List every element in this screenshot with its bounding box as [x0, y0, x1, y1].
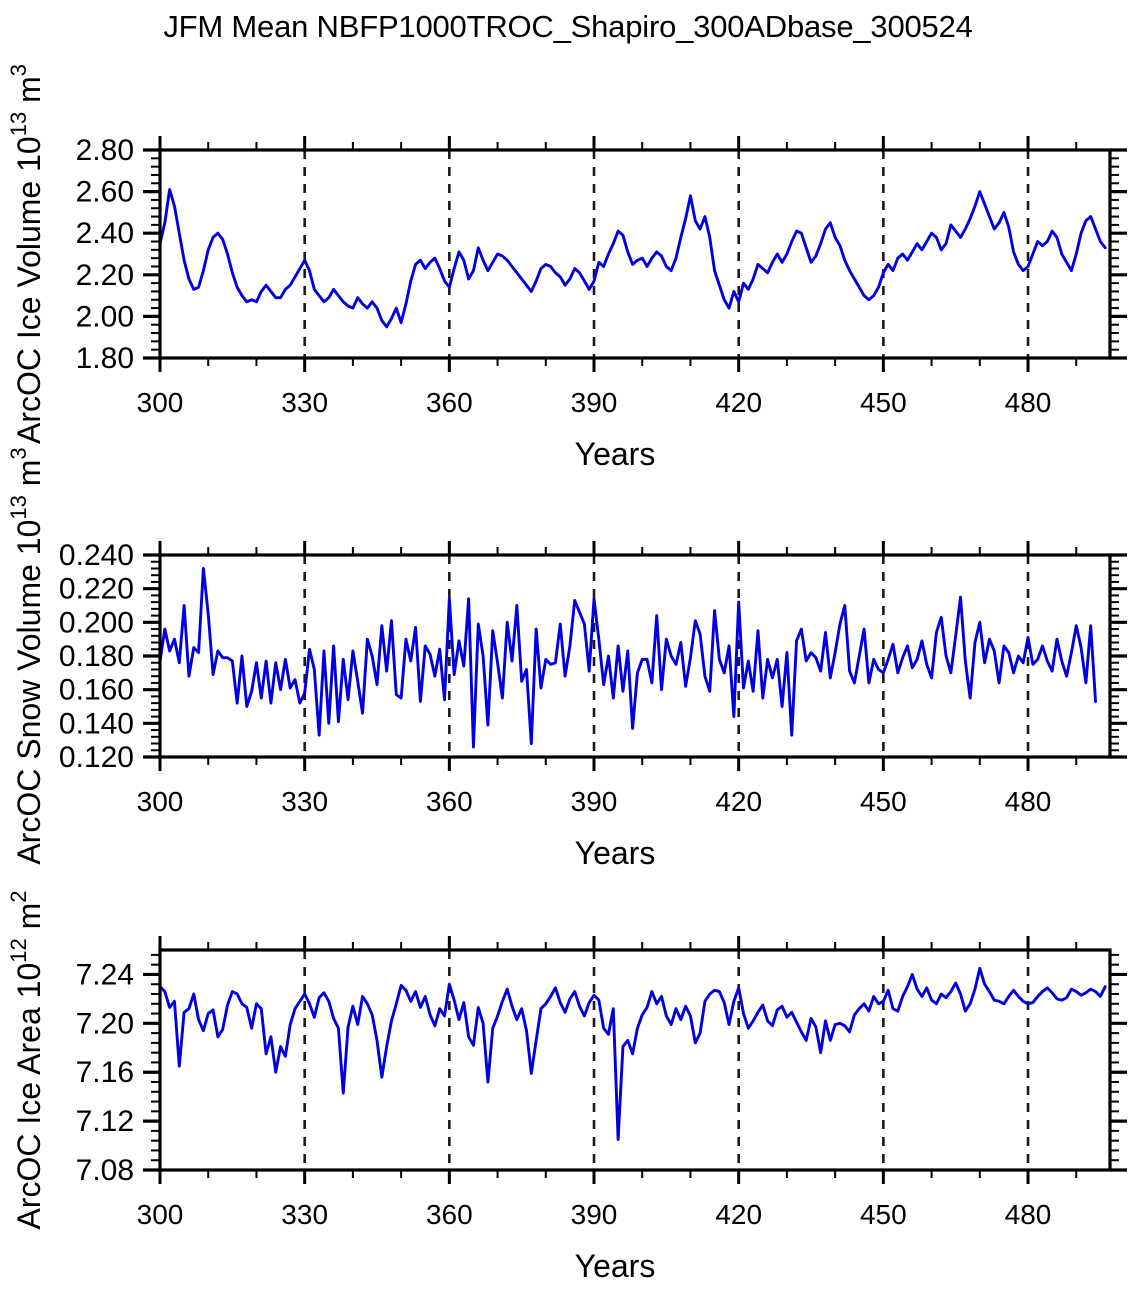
ytick-label: 2.20 — [76, 259, 134, 292]
xtick-label: 450 — [860, 1199, 907, 1230]
xtick-label: 390 — [571, 1199, 618, 1230]
xtick-label: 330 — [281, 786, 328, 817]
panel-ice-volume: 300 330 360 390 420 450 480 Years 2.80 2.60 2.40 2.… — [6, 64, 1127, 472]
xaxis-title: Years — [575, 436, 656, 472]
ytick-label: 0.180 — [59, 640, 134, 673]
xtick-label: 480 — [1005, 786, 1052, 817]
ytick-label: 0.240 — [59, 539, 134, 572]
xtick-label: 450 — [860, 786, 907, 817]
plot-frame — [158, 148, 1112, 360]
xaxis-title: Years — [575, 835, 656, 871]
xtick-label: 390 — [571, 786, 618, 817]
ytick-label: 7.16 — [76, 1056, 134, 1089]
svg-text:ArcOC Snow Volume 1013 m3: ArcOC Snow Volume 1013 m3 — [6, 447, 47, 864]
xtick-label: 360 — [426, 1199, 473, 1230]
plot-frame — [158, 553, 1112, 759]
xtick-label: 300 — [137, 1199, 184, 1230]
yaxis-title: ArcOC Ice Volume 1013 m3 — [6, 64, 47, 444]
xtick-label: 300 — [137, 387, 184, 418]
ytick-label: 7.08 — [76, 1154, 134, 1187]
xtick-label: 480 — [1005, 1199, 1052, 1230]
ytick-label: 2.60 — [76, 176, 134, 209]
data-series-ice-volume — [158, 188, 1107, 329]
panel-ice-area: 300 330 360 390 420 450 480 Years 7.24 7.20 7.16 7.… — [6, 890, 1127, 1284]
plot-frame — [158, 948, 1112, 1172]
xtick-label: 420 — [715, 786, 762, 817]
xtick-label: 390 — [571, 387, 618, 418]
ytick-label: 2.40 — [76, 217, 134, 250]
ytick-label: 7.20 — [76, 1007, 134, 1040]
panel-snow-volume: 300 330 360 390 420 450 480 Years 0.2400.2200.20… — [6, 447, 1127, 871]
xtick-label: 300 — [137, 786, 184, 817]
data-series-snow-volume — [158, 567, 1097, 749]
yaxis-title: ArcOC Ice Area 1012 m2 — [6, 890, 47, 1229]
xtick-label: 330 — [281, 387, 328, 418]
ytick-label: 7.12 — [76, 1105, 134, 1138]
xtick-label: 450 — [860, 387, 907, 418]
xtick-label: 360 — [426, 387, 473, 418]
ytick-label: 2.80 — [76, 134, 134, 167]
svg-text:ArcOC Ice Volume 1013 m3: ArcOC Ice Volume 1013 m3 — [6, 64, 47, 444]
ytick-label: 0.160 — [59, 674, 134, 707]
ytick-label: 1.80 — [76, 342, 134, 375]
ytick-label: 0.140 — [59, 707, 134, 740]
ytick-label: 2.00 — [76, 300, 134, 333]
xaxis-title: Years — [575, 1248, 656, 1284]
ytick-label: 7.24 — [76, 958, 134, 991]
ytick-label: 0.200 — [59, 606, 134, 639]
xtick-label: 330 — [281, 1199, 328, 1230]
xtick-label: 420 — [715, 387, 762, 418]
xtick-label: 420 — [715, 1199, 762, 1230]
svg-text:ArcOC Ice Area 1012 m2: ArcOC Ice Area 1012 m2 — [6, 890, 47, 1229]
yaxis-title: ArcOC Snow Volume 1013 m3 — [6, 447, 47, 864]
ytick-label: 0.220 — [59, 573, 134, 606]
ytick-label: 0.120 — [59, 741, 134, 774]
xtick-label: 480 — [1005, 387, 1052, 418]
figure-title: JFM Mean NBFP1000TROC_Shapiro_300ADbase_… — [163, 9, 973, 44]
data-series-ice-area — [158, 966, 1107, 1141]
xtick-label: 360 — [426, 786, 473, 817]
